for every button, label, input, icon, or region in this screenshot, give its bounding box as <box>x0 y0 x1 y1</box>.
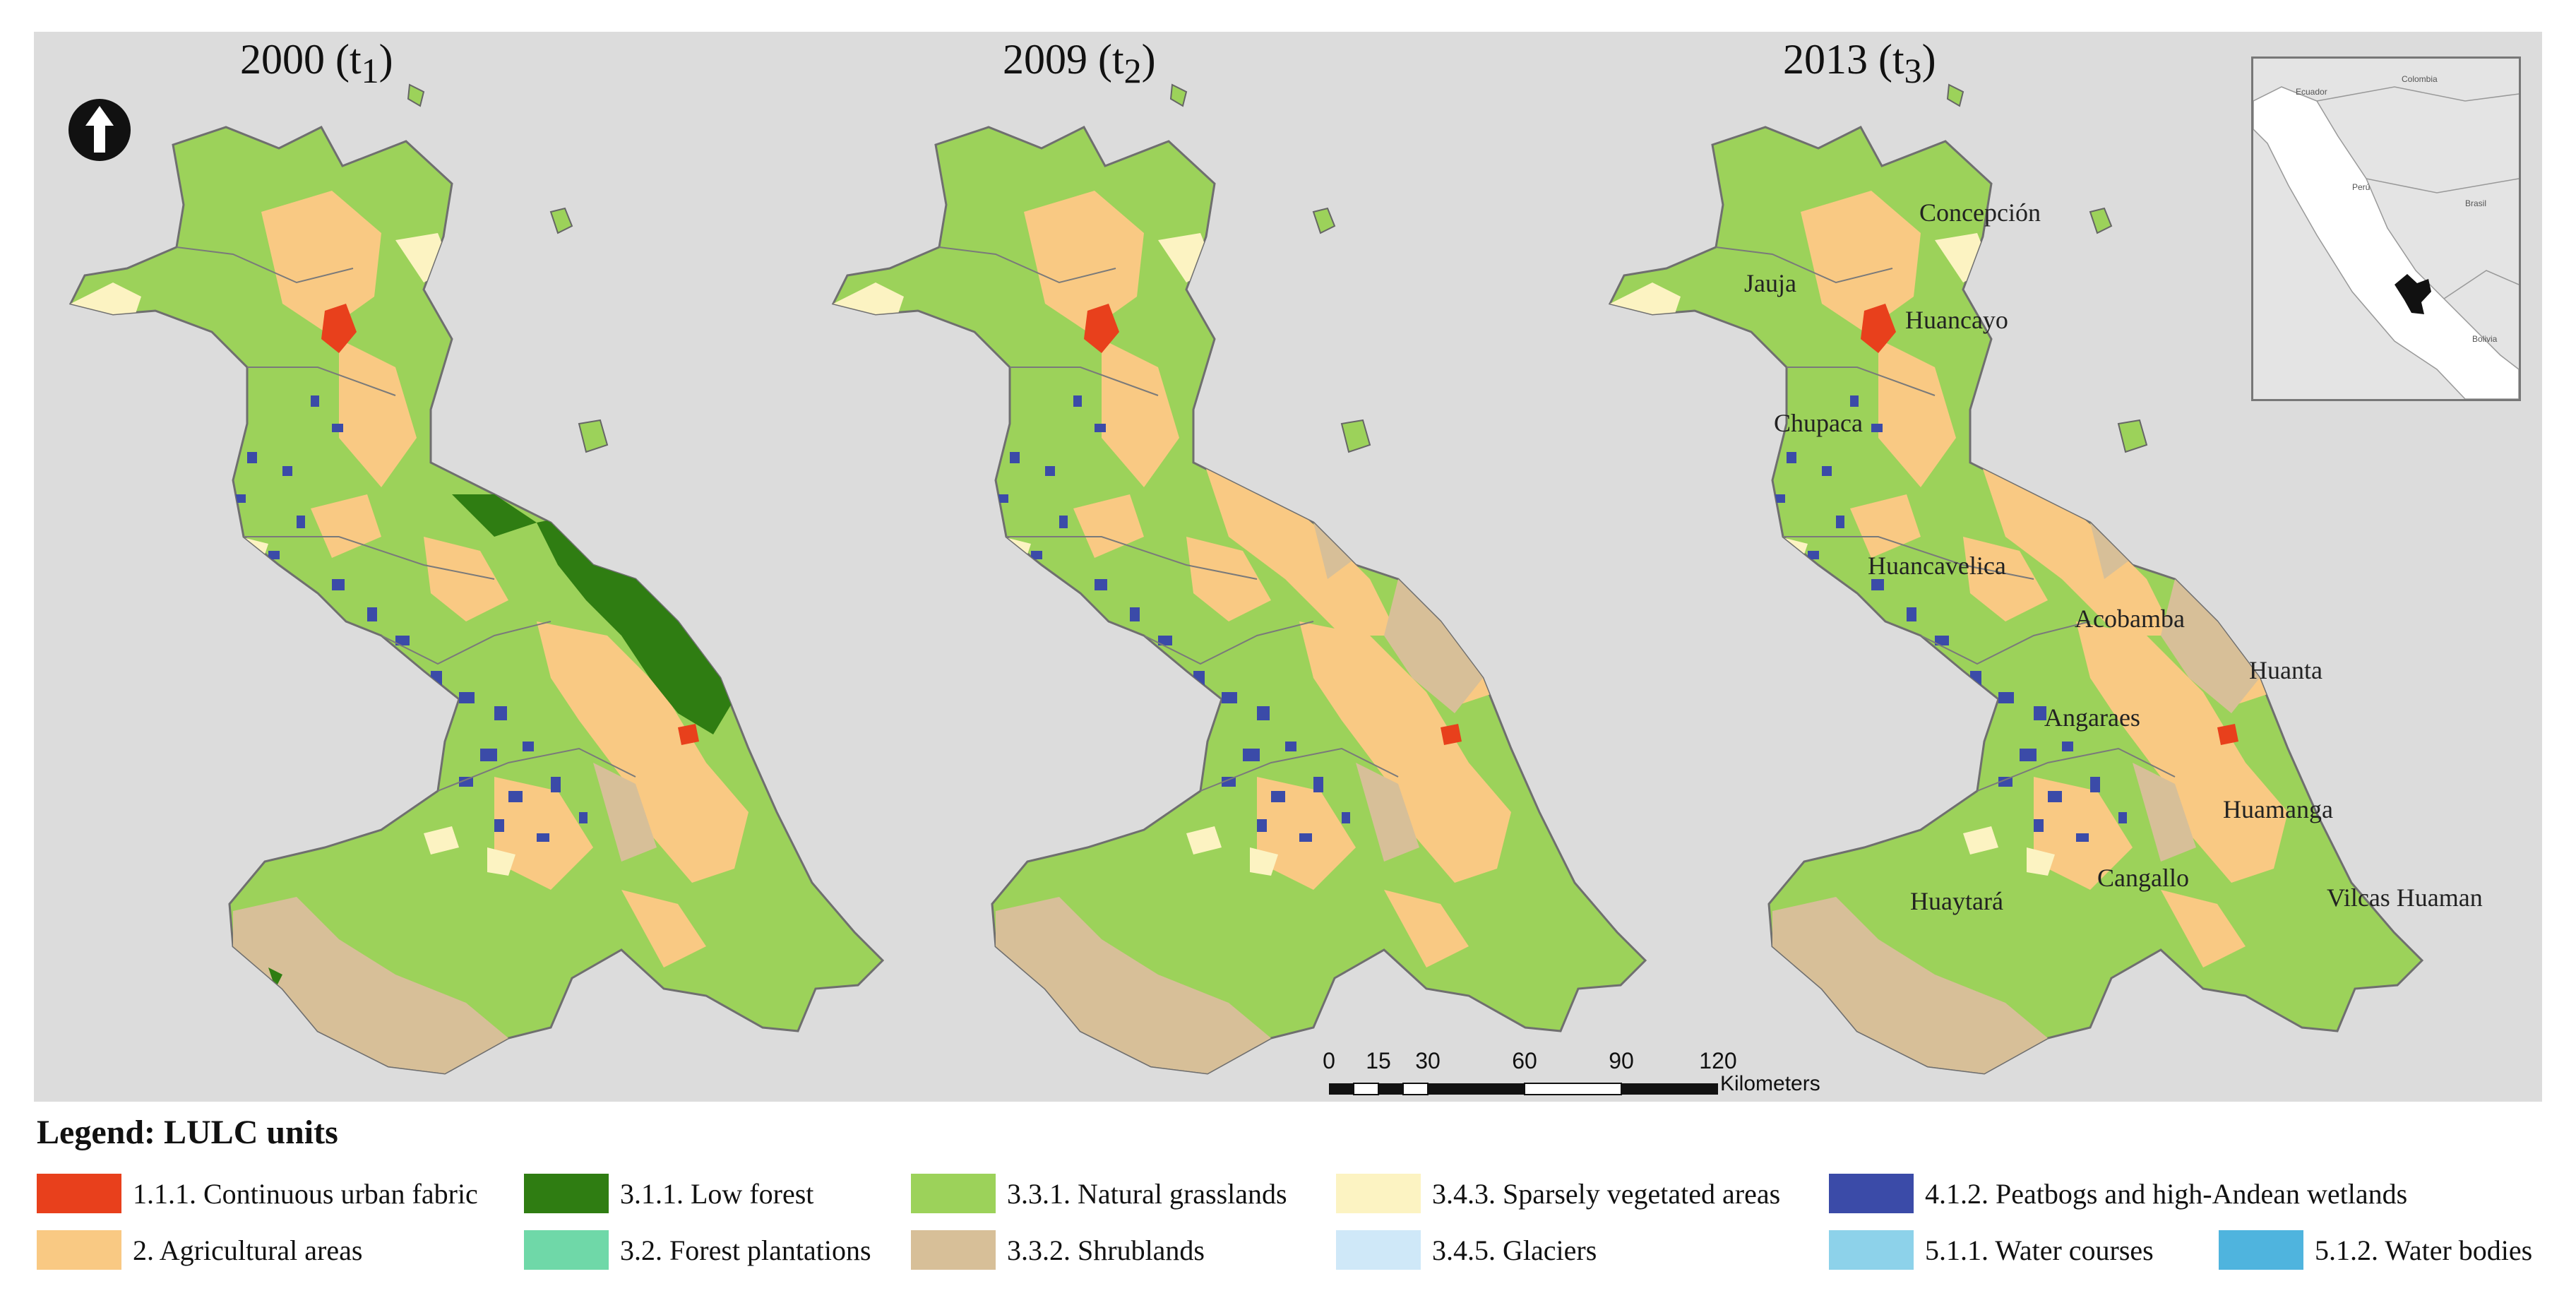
legend-item: 3.3.1. Natural grasslands <box>911 1174 1287 1213</box>
scale-unit-label: Kilometers <box>1720 1072 1820 1095</box>
legend-item: 3.1.1. Low forest <box>524 1174 813 1213</box>
legend-swatch <box>1829 1230 1914 1270</box>
scale-tick-label: 90 <box>1609 1048 1634 1073</box>
panel-title-2013: 2013 (t3) <box>1783 36 1936 90</box>
north-arrow-icon <box>68 99 131 161</box>
legend-label: 3.2. Forest plantations <box>620 1234 871 1266</box>
legend-item: 3.3.2. Shrublands <box>911 1230 1205 1270</box>
legend-swatch <box>911 1230 996 1270</box>
legend-item: 1.1.1. Continuous urban fabric <box>37 1174 478 1213</box>
legend-item: 5.1.2. Water bodies <box>2219 1230 2532 1270</box>
map-panel-2000 <box>69 84 884 1075</box>
panel-title-2000: 2000 (t1) <box>240 36 393 90</box>
place-label: Acobamba <box>2075 605 2185 633</box>
legend-swatch <box>524 1174 609 1213</box>
legend-label: 1.1.1. Continuous urban fabric <box>133 1177 478 1210</box>
legend-label: 4.1.2. Peatbogs and high-Andean wetlands <box>1925 1177 2408 1210</box>
legend-label: 3.3.2. Shrublands <box>1007 1234 1205 1266</box>
legend-label: 5.1.2. Water bodies <box>2315 1234 2533 1266</box>
scale-tick-label: 60 <box>1512 1048 1537 1073</box>
legend-item: 4.1.2. Peatbogs and high-Andean wetlands <box>1829 1174 2407 1213</box>
legend-item: 5.1.1. Water courses <box>1829 1230 2154 1270</box>
legend-label: 3.1.1. Low forest <box>620 1177 814 1210</box>
scale-tick-label: 30 <box>1415 1048 1441 1073</box>
legend-item: 3.4.5. Glaciers <box>1336 1230 1597 1270</box>
panel-title-2009: 2009 (t2) <box>1003 36 1156 90</box>
inset-label: Colombia <box>2402 74 2438 84</box>
place-label: Cangallo <box>2097 864 2189 892</box>
map-panel-2009 <box>832 84 1647 1075</box>
scale-tick-label: 0 <box>1323 1048 1335 1073</box>
legend-label: 2. Agricultural areas <box>133 1234 363 1266</box>
legend-swatch <box>1829 1174 1914 1213</box>
legend-label: 3.4.3. Sparsely vegetated areas <box>1432 1177 1781 1210</box>
place-label: Huamanga <box>2223 795 2333 823</box>
legend-label: 5.1.1. Water courses <box>1925 1234 2154 1266</box>
place-label: Huancavelica <box>1868 552 2006 580</box>
legend-swatch <box>37 1174 121 1213</box>
legend-swatch <box>1336 1174 1421 1213</box>
legend-item: 2. Agricultural areas <box>37 1230 362 1270</box>
place-label: Concepción <box>1919 198 2041 227</box>
legend-swatch <box>37 1230 121 1270</box>
inset-label: Ecuador <box>2296 87 2327 97</box>
place-label: Vilcas Huaman <box>2327 883 2483 912</box>
scale-bar-graphic <box>1329 1083 1718 1095</box>
place-label: Jauja <box>1744 269 1796 297</box>
location-inset-map: Ecuador Colombia Perú Brasil Bolivia <box>2251 56 2521 401</box>
legend-swatch <box>1336 1230 1421 1270</box>
inset-label: Brasil <box>2465 198 2487 208</box>
scale-tick-label: 120 <box>1699 1048 1737 1073</box>
place-label: Huaytará <box>1910 887 2003 915</box>
legend-swatch <box>2219 1230 2303 1270</box>
inset-label: Perú <box>2352 182 2371 192</box>
scale-tick-label: 15 <box>1366 1048 1391 1073</box>
place-label: Angaraes <box>2044 703 2140 732</box>
legend-item: 3.2. Forest plantations <box>524 1230 871 1270</box>
legend-swatch <box>524 1230 609 1270</box>
place-label: Huanta <box>2249 656 2322 684</box>
legend-title: Legend: LULC units <box>37 1114 338 1151</box>
place-label: Huancayo <box>1905 306 2008 334</box>
legend-label: 3.3.1. Natural grasslands <box>1007 1177 1287 1210</box>
legend-item: 3.4.3. Sparsely vegetated areas <box>1336 1174 1780 1213</box>
legend-swatch <box>911 1174 996 1213</box>
inset-label: Bolivia <box>2472 334 2498 344</box>
place-label: Chupaca <box>1774 409 1863 437</box>
legend-label: 3.4.5. Glaciers <box>1432 1234 1597 1266</box>
